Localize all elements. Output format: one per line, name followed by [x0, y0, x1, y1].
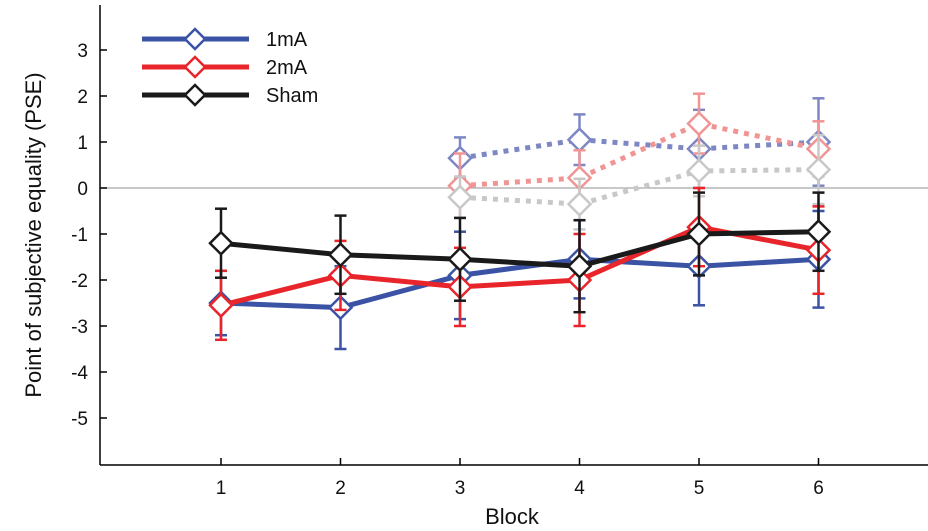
diamond-marker — [686, 158, 712, 184]
series-line — [459, 137, 819, 161]
x-tick-label: 2 — [335, 478, 346, 499]
y-tick-label: -2 — [71, 271, 88, 292]
legend-marker — [183, 27, 207, 51]
x-tick-label: 4 — [574, 478, 585, 499]
series-line — [220, 224, 819, 308]
diamond-marker — [447, 246, 473, 273]
legend: 1mA 2mA Sham — [142, 27, 318, 107]
y-axis-title: Point of subjective equality (PSE) — [21, 72, 46, 397]
diamond-marker — [208, 292, 234, 319]
x-tick-label: 6 — [813, 478, 824, 499]
y-tick-label: 0 — [77, 179, 88, 200]
diamond-marker — [686, 110, 712, 137]
y-tick-label: 1 — [77, 133, 88, 154]
legend-label: 2mA — [266, 57, 308, 79]
y-tick-label: -3 — [71, 317, 88, 338]
dotted-series — [447, 133, 832, 231]
solid-series-group — [208, 186, 832, 351]
diamond-marker — [805, 218, 832, 245]
diamond-marker — [805, 156, 832, 183]
x-axis-title: Block — [485, 504, 540, 529]
x-tick-label: 1 — [216, 478, 227, 499]
series-sham — [208, 191, 832, 314]
series-line — [459, 167, 819, 207]
legend-marker — [183, 83, 207, 107]
diamond-marker — [566, 253, 593, 279]
diamond-marker — [566, 126, 593, 153]
y-tick-label: 3 — [77, 41, 88, 62]
x-axis-ticks: 1 2 3 4 5 6 — [216, 458, 824, 499]
y-tick-label: -1 — [71, 225, 88, 246]
series-line — [459, 121, 820, 189]
diamond-marker — [208, 230, 234, 256]
legend-label: 1mA — [266, 29, 308, 51]
diamond-marker — [447, 184, 473, 210]
dotted-series-group — [447, 92, 832, 231]
y-tick-label: 2 — [77, 87, 88, 108]
y-axis-ticks: 3 2 1 0 -1 -2 -3 -4 -5 — [71, 41, 107, 430]
dotted-series — [447, 97, 832, 190]
x-tick-label: 5 — [694, 478, 705, 499]
diamond-marker — [566, 191, 593, 217]
legend-marker — [183, 55, 207, 79]
y-tick-label: -5 — [71, 409, 88, 430]
series-line — [220, 229, 819, 269]
legend-label: Sham — [266, 85, 318, 107]
x-tick-label: 3 — [455, 478, 466, 499]
diamond-marker — [686, 221, 712, 247]
series-line — [220, 256, 819, 311]
y-tick-label: -4 — [71, 363, 88, 384]
diamond-marker — [327, 241, 354, 268]
